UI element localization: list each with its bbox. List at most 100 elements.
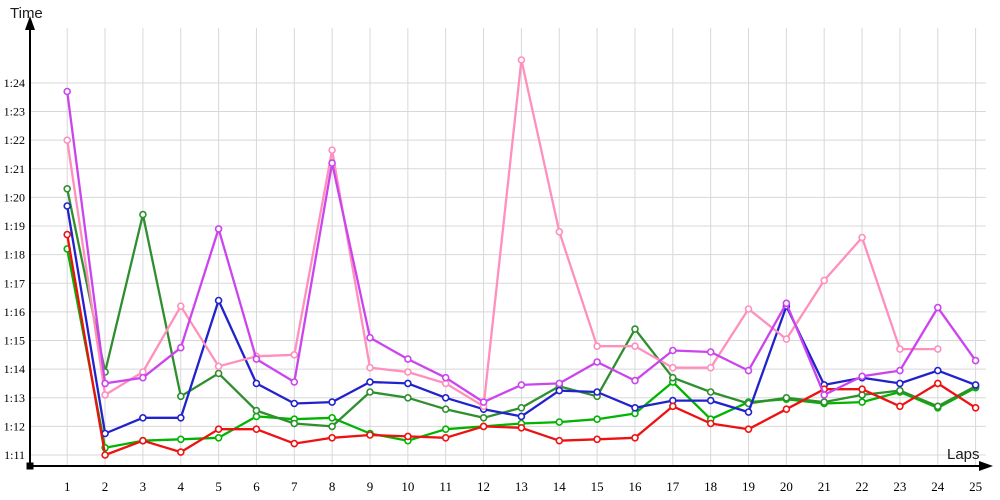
data-point-pink[interactable] [744, 305, 753, 313]
data-point-green-light[interactable] [858, 398, 866, 406]
data-point-red[interactable] [593, 435, 601, 444]
data-point-violet[interactable] [328, 159, 336, 167]
data-point-violet[interactable] [441, 373, 450, 382]
data-point-blue[interactable] [517, 412, 526, 421]
data-point-blue[interactable] [290, 399, 299, 408]
data-point-pink[interactable] [214, 362, 223, 371]
data-point-pink[interactable] [366, 363, 374, 372]
data-point-pink[interactable] [593, 342, 601, 351]
data-point-violet[interactable] [706, 348, 715, 356]
data-point-green-dark[interactable] [290, 419, 299, 428]
data-point-pink[interactable] [858, 233, 866, 242]
data-point-blue[interactable] [441, 393, 450, 402]
data-point-violet[interactable] [668, 346, 677, 355]
data-point-blue[interactable] [139, 413, 147, 422]
data-point-red[interactable] [441, 433, 450, 442]
data-point-green-dark[interactable] [252, 406, 261, 415]
data-point-pink[interactable] [517, 56, 526, 64]
data-point-green-dark[interactable] [366, 388, 374, 396]
data-point-violet[interactable] [139, 373, 147, 382]
data-point-green-dark[interactable] [177, 392, 185, 401]
data-point-violet[interactable] [896, 366, 904, 375]
data-point-violet[interactable] [593, 358, 601, 366]
data-point-green-dark[interactable] [479, 413, 488, 422]
data-point-blue[interactable] [744, 408, 753, 416]
data-point-blue[interactable] [252, 379, 261, 388]
data-point-green-dark[interactable] [706, 388, 715, 396]
data-point-red[interactable] [139, 436, 147, 445]
data-point-blue[interactable] [896, 379, 904, 388]
data-point-violet[interactable] [517, 381, 526, 389]
data-point-blue[interactable] [631, 403, 639, 412]
data-point-red[interactable] [971, 403, 980, 412]
data-point-violet[interactable] [933, 303, 942, 312]
data-point-violet[interactable] [177, 343, 185, 352]
data-point-green-dark[interactable] [63, 185, 71, 193]
data-point-green-dark[interactable] [441, 405, 450, 414]
data-point-violet[interactable] [479, 398, 488, 406]
data-point-blue[interactable] [404, 379, 412, 388]
data-point-pink[interactable] [101, 391, 109, 399]
data-point-blue[interactable] [593, 388, 601, 396]
data-point-green-dark[interactable] [517, 403, 526, 412]
data-point-green-dark[interactable] [782, 393, 791, 402]
data-point-green-dark[interactable] [139, 210, 147, 219]
data-point-green-light[interactable] [328, 413, 336, 422]
data-point-blue[interactable] [101, 429, 109, 438]
data-point-green-dark[interactable] [404, 393, 412, 402]
data-point-red[interactable] [214, 425, 223, 434]
data-point-green-light[interactable] [555, 418, 564, 426]
data-point-pink[interactable] [782, 335, 791, 343]
data-point-violet[interactable] [101, 379, 109, 388]
data-point-pink[interactable] [820, 276, 829, 285]
data-point-green-dark[interactable] [631, 325, 639, 333]
data-point-red[interactable] [366, 431, 374, 439]
data-point-pink[interactable] [896, 345, 904, 353]
data-point-violet[interactable] [252, 355, 261, 363]
data-point-blue[interactable] [177, 413, 185, 422]
data-point-violet[interactable] [782, 299, 791, 308]
data-point-violet[interactable] [404, 355, 412, 363]
data-point-pink[interactable] [555, 228, 564, 236]
data-point-red[interactable] [744, 425, 753, 434]
data-point-green-light[interactable] [177, 435, 185, 444]
data-point-violet[interactable] [971, 356, 980, 365]
data-point-blue[interactable] [971, 381, 980, 389]
data-point-pink[interactable] [668, 363, 677, 372]
data-point-red[interactable] [706, 419, 715, 428]
data-point-red[interactable] [101, 451, 109, 459]
data-point-red[interactable] [782, 405, 791, 414]
data-point-blue[interactable] [328, 398, 336, 406]
data-point-red[interactable] [896, 402, 904, 411]
data-point-blue[interactable] [366, 378, 374, 386]
data-point-red[interactable] [252, 425, 261, 434]
data-point-green-dark[interactable] [214, 369, 223, 378]
data-point-red[interactable] [479, 422, 488, 431]
data-point-red[interactable] [933, 379, 942, 388]
data-point-green-light[interactable] [593, 415, 601, 424]
data-point-violet[interactable] [744, 366, 753, 375]
data-point-green-dark[interactable] [896, 386, 904, 395]
data-point-red[interactable] [668, 402, 677, 411]
data-point-red[interactable] [177, 448, 185, 456]
data-point-violet[interactable] [555, 379, 564, 388]
data-point-blue[interactable] [214, 296, 223, 305]
data-point-pink[interactable] [631, 342, 639, 351]
data-point-red[interactable] [858, 385, 866, 394]
data-point-pink[interactable] [290, 350, 299, 359]
data-point-pink[interactable] [706, 363, 715, 372]
data-point-violet[interactable] [63, 87, 71, 96]
data-point-violet[interactable] [366, 333, 374, 342]
data-point-pink[interactable] [328, 146, 336, 154]
data-point-violet[interactable] [290, 378, 299, 386]
data-point-green-dark[interactable] [328, 422, 336, 431]
data-point-blue[interactable] [63, 202, 71, 210]
data-point-green-dark[interactable] [933, 402, 942, 411]
data-point-red[interactable] [328, 433, 336, 442]
data-point-red[interactable] [517, 423, 526, 432]
data-point-pink[interactable] [404, 368, 412, 376]
data-point-blue[interactable] [555, 386, 564, 395]
data-point-green-light[interactable] [214, 433, 223, 442]
data-point-pink[interactable] [177, 302, 185, 311]
data-point-red[interactable] [63, 230, 71, 239]
